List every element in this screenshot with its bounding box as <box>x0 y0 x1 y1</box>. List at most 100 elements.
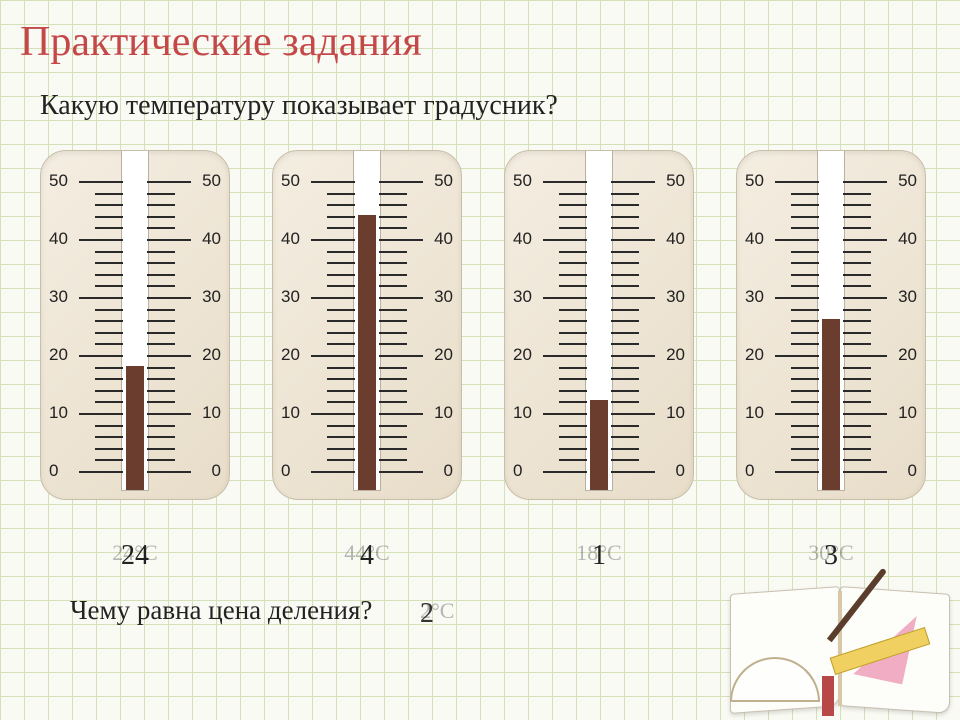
major-tick <box>543 355 587 357</box>
major-tick <box>379 181 423 183</box>
minor-tick <box>327 425 355 427</box>
major-tick <box>379 297 423 299</box>
tick-label: 20 <box>434 345 453 365</box>
major-tick <box>611 239 655 241</box>
major-tick <box>843 239 887 241</box>
minor-tick <box>95 251 123 253</box>
minor-tick <box>147 204 175 206</box>
minor-tick <box>147 262 175 264</box>
minor-tick <box>843 251 871 253</box>
thermometer-3: 0102030405001020304050 <box>504 150 694 500</box>
minor-tick <box>379 390 407 392</box>
tick-label: 50 <box>666 171 685 191</box>
minor-tick <box>379 274 407 276</box>
minor-tick <box>559 227 587 229</box>
minor-tick <box>843 227 871 229</box>
minor-tick <box>95 332 123 334</box>
minor-tick <box>843 216 871 218</box>
minor-tick <box>327 309 355 311</box>
major-tick <box>311 297 355 299</box>
minor-tick <box>327 367 355 369</box>
tick-label: 50 <box>49 171 68 191</box>
minor-tick <box>791 309 819 311</box>
major-tick <box>147 297 191 299</box>
minor-tick <box>611 459 639 461</box>
tick-label: 20 <box>513 345 532 365</box>
major-tick <box>775 471 819 473</box>
minor-tick <box>611 436 639 438</box>
tick-label: 50 <box>202 171 221 191</box>
minor-tick <box>559 459 587 461</box>
minor-tick <box>843 274 871 276</box>
minor-tick <box>379 320 407 322</box>
minor-tick <box>95 367 123 369</box>
minor-tick <box>791 367 819 369</box>
tick-label: 10 <box>666 403 685 423</box>
minor-tick <box>379 332 407 334</box>
tick-label: 0 <box>513 461 522 481</box>
minor-tick <box>843 459 871 461</box>
minor-tick <box>791 401 819 403</box>
major-tick <box>843 297 887 299</box>
minor-tick <box>95 227 123 229</box>
major-tick <box>79 297 123 299</box>
slide-title: Практические задания <box>20 18 422 66</box>
minor-tick <box>559 193 587 195</box>
minor-tick <box>379 425 407 427</box>
minor-tick <box>147 216 175 218</box>
major-tick <box>311 413 355 415</box>
answer-overlay: 24 <box>40 540 230 572</box>
minor-tick <box>843 390 871 392</box>
minor-tick <box>559 378 587 380</box>
minor-tick <box>559 436 587 438</box>
minor-tick <box>611 320 639 322</box>
tick-label: 40 <box>434 229 453 249</box>
thermometer-answer-3: 18°C1 <box>504 540 694 566</box>
minor-tick <box>611 262 639 264</box>
major-tick <box>311 239 355 241</box>
minor-tick <box>327 285 355 287</box>
major-tick <box>775 413 819 415</box>
tick-label: 50 <box>745 171 764 191</box>
minor-tick <box>327 227 355 229</box>
tick-label: 10 <box>434 403 453 423</box>
minor-tick <box>327 204 355 206</box>
major-tick <box>843 355 887 357</box>
major-tick <box>611 181 655 183</box>
minor-tick <box>843 367 871 369</box>
minor-tick <box>559 262 587 264</box>
minor-tick <box>379 367 407 369</box>
minor-tick <box>147 332 175 334</box>
tick-label: 40 <box>745 229 764 249</box>
minor-tick <box>327 401 355 403</box>
major-tick <box>311 355 355 357</box>
tick-label: 10 <box>898 403 917 423</box>
tick-label: 40 <box>666 229 685 249</box>
minor-tick <box>95 320 123 322</box>
major-tick <box>611 413 655 415</box>
tick-label: 20 <box>281 345 300 365</box>
minor-tick <box>791 320 819 322</box>
thermometer-fill <box>126 366 144 490</box>
minor-tick <box>147 274 175 276</box>
minor-tick <box>611 448 639 450</box>
minor-tick <box>843 425 871 427</box>
tick-label: 40 <box>49 229 68 249</box>
thermometer-row: 0102030405001020304050010203040500102030… <box>40 150 926 500</box>
major-tick <box>79 355 123 357</box>
tick-label: 20 <box>898 345 917 365</box>
major-tick <box>775 297 819 299</box>
tick-label: 0 <box>212 461 221 481</box>
thermometer-4: 0102030405001020304050 <box>736 150 926 500</box>
major-tick <box>79 239 123 241</box>
minor-tick <box>95 459 123 461</box>
minor-tick <box>559 251 587 253</box>
minor-tick <box>843 436 871 438</box>
minor-tick <box>559 204 587 206</box>
major-tick <box>843 413 887 415</box>
minor-tick <box>559 285 587 287</box>
answer-overlay: 4 <box>272 540 462 572</box>
minor-tick <box>147 320 175 322</box>
thermometer-fill <box>358 215 376 490</box>
minor-tick <box>791 274 819 276</box>
